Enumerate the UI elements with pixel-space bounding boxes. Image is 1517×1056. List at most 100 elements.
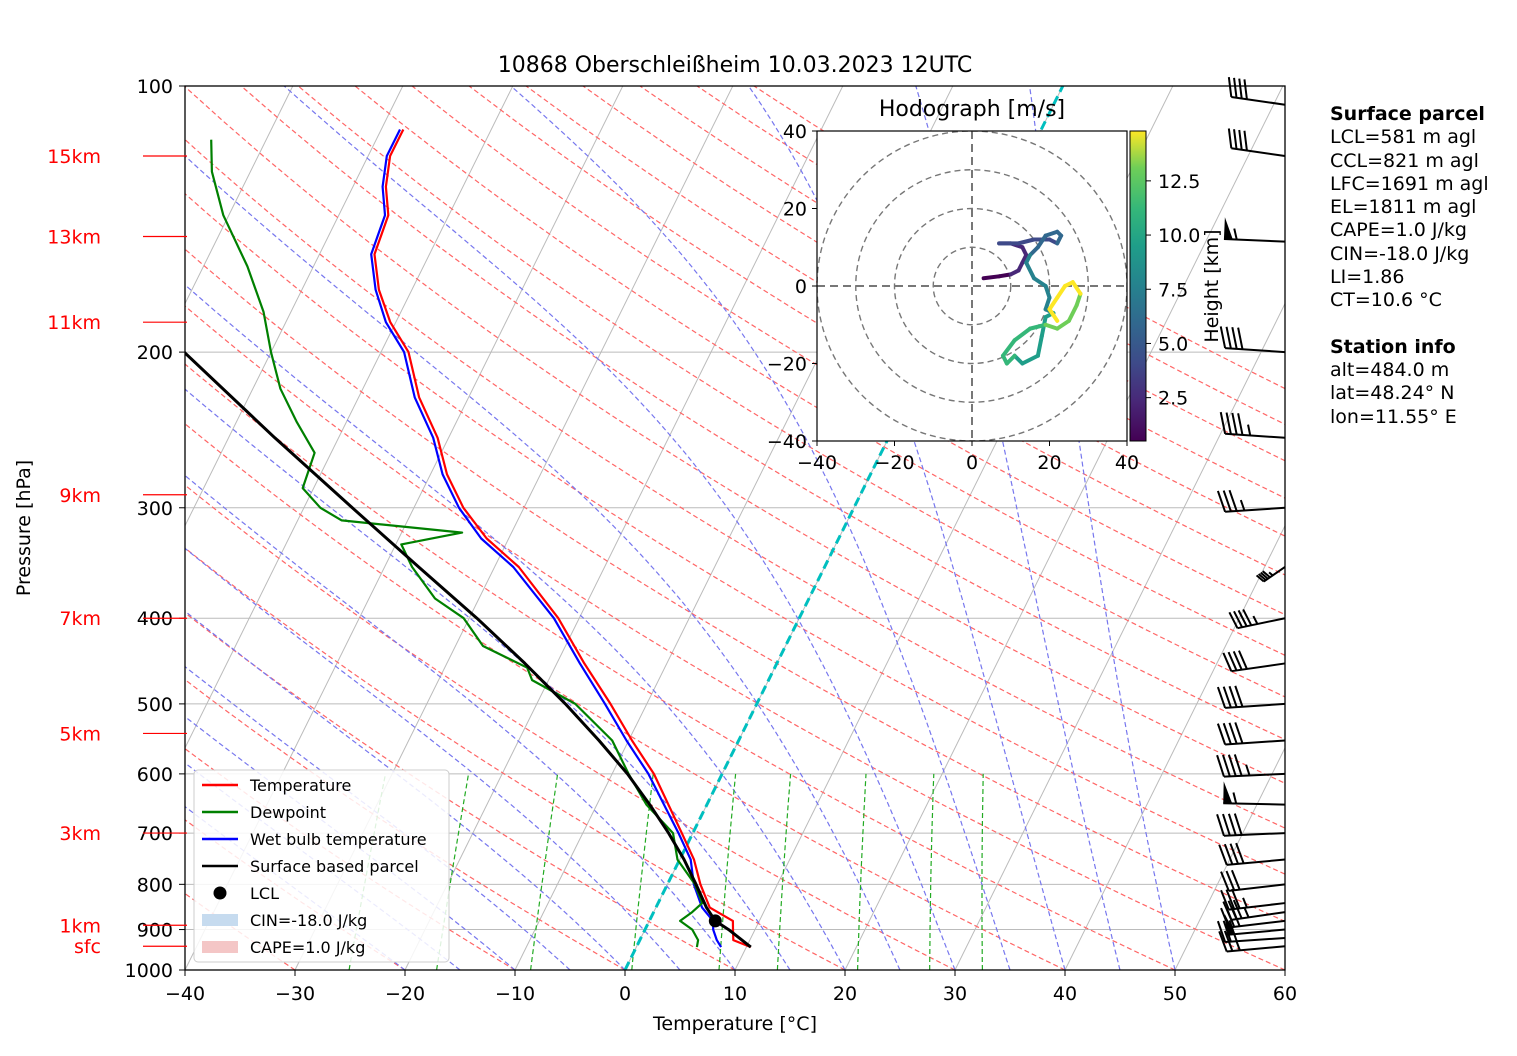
hodograph: −40−40 −20 −20 0 0 20 20 40 40 Hodograph [m/s] 2… <box>767 97 1223 474</box>
height-label: 13km <box>47 227 101 249</box>
wind-barb <box>1224 914 1286 936</box>
barb-staff <box>1228 883 1286 892</box>
wind-barb <box>1228 608 1286 630</box>
barb-full <box>1216 723 1227 745</box>
barb-staff <box>1225 702 1286 709</box>
y-axis-ticks: 100 200 300 400 500 600 700 800 900 1000 <box>125 76 185 982</box>
hodograph-segment <box>1001 338 1017 358</box>
x-axis-ticks: −40 −30 −20 −10 0 10 20 30 40 50 60 <box>165 970 1297 1005</box>
barb-half <box>1233 228 1238 240</box>
barb-full <box>1218 931 1228 952</box>
barb-staff <box>1225 432 1286 439</box>
colorbar-tick-label: 2.5 <box>1158 388 1188 410</box>
legend-swatch <box>202 941 238 953</box>
barb-full <box>1225 326 1232 349</box>
isotherm-30 <box>954 302 1285 970</box>
barb-full <box>1233 610 1243 628</box>
barb-full <box>1216 490 1227 513</box>
info-panel: Surface parcel LCL=581 m agl CCL=821 m a… <box>1330 103 1489 429</box>
dry-adiabat <box>185 138 1285 829</box>
moist-adiabat <box>185 474 736 970</box>
surface-line-ccl: CCL=821 m agl <box>1330 149 1479 172</box>
y-tick-label: 700 <box>137 823 173 845</box>
barb-full <box>1222 686 1232 708</box>
barb-staff <box>1225 739 1286 746</box>
barb-staff <box>1231 911 1286 921</box>
barb-half <box>1242 897 1248 908</box>
barb-full <box>1227 77 1233 98</box>
legend-label: CIN=-18.0 J/kg <box>250 911 367 930</box>
moist-adiabat <box>185 155 901 970</box>
isotherm-40 <box>1064 524 1285 970</box>
surface-line-ct: CT=10.6 °C <box>1330 289 1442 312</box>
y-tick-label: 400 <box>137 608 173 630</box>
wind-barb <box>1223 781 1286 806</box>
zero-isotherm <box>623 86 1065 970</box>
dry-adiabat <box>185 678 626 970</box>
y-tick-label: 500 <box>137 694 173 716</box>
barb-full <box>1222 901 1233 921</box>
surface-line-li: LI=1.86 <box>1330 266 1405 289</box>
hodograph-y-tick-label: 20 <box>783 199 807 221</box>
isotherm-20 <box>844 86 1284 970</box>
barb-full <box>1233 129 1238 150</box>
dry-adiabat <box>185 305 1285 970</box>
barb-full <box>1238 650 1248 670</box>
barb-full <box>1237 327 1244 350</box>
wind-barb <box>1219 411 1286 439</box>
hodograph-segment <box>1043 322 1060 331</box>
hodograph-colorbar <box>1129 130 1147 442</box>
wind-barb <box>1218 842 1286 866</box>
wind-barbs <box>1216 77 1286 953</box>
wind-barb <box>1216 754 1286 778</box>
barb-full <box>1235 842 1245 864</box>
mixing-ratio-line <box>631 773 654 970</box>
mixing-ratio-line <box>857 773 867 970</box>
hodograph-x-tick-label: −20 <box>874 452 914 474</box>
barb-full <box>1262 570 1271 579</box>
barb-full <box>1231 327 1238 350</box>
barb-full <box>1220 889 1230 910</box>
barb-staff <box>1226 858 1286 866</box>
surface-parcel-heading: Surface parcel <box>1330 103 1485 125</box>
barb-full <box>1219 326 1227 349</box>
x-tick-label: 30 <box>943 983 967 1005</box>
hodograph-segment <box>1028 322 1048 331</box>
barb-flag <box>1224 914 1236 935</box>
barb-full <box>1220 871 1230 892</box>
barb-full <box>1228 611 1239 629</box>
moist-adiabat <box>185 610 626 970</box>
wind-barb <box>1220 888 1286 911</box>
hodograph-segment <box>1016 237 1036 246</box>
barb-flag <box>1223 217 1233 240</box>
moist-adiabat <box>185 547 681 970</box>
wind-barb <box>1222 899 1286 921</box>
x-tick-label: 20 <box>833 983 857 1005</box>
barb-full <box>1229 843 1239 865</box>
barb-full <box>1225 412 1232 435</box>
barb-full <box>1225 889 1236 910</box>
mixing-ratio-line <box>718 773 737 970</box>
wind-barb <box>1216 489 1286 513</box>
hodograph-segment <box>1055 284 1067 300</box>
barb-staff <box>1228 919 1286 929</box>
y-tick-label: 800 <box>137 874 173 896</box>
moist-adiabat <box>185 388 791 970</box>
barb-staff <box>1231 662 1286 673</box>
info-spacer <box>1330 313 1489 336</box>
x-tick-label: −10 <box>495 983 535 1005</box>
hodograph-x-tick-label: −40 <box>797 452 837 474</box>
barb-staff <box>1225 506 1286 513</box>
barb-full <box>1227 754 1237 777</box>
barb-full <box>1219 411 1227 434</box>
hodograph-segment <box>1024 260 1036 281</box>
y-tick-label: 300 <box>137 498 173 520</box>
barb-full <box>1223 843 1234 865</box>
legend-label: Dewpoint <box>250 803 326 822</box>
height-label: sfc <box>74 936 101 958</box>
barb-full <box>1228 489 1238 512</box>
barb-full <box>1237 413 1244 436</box>
barb-staff <box>1223 802 1286 806</box>
barb-full <box>1260 571 1269 580</box>
